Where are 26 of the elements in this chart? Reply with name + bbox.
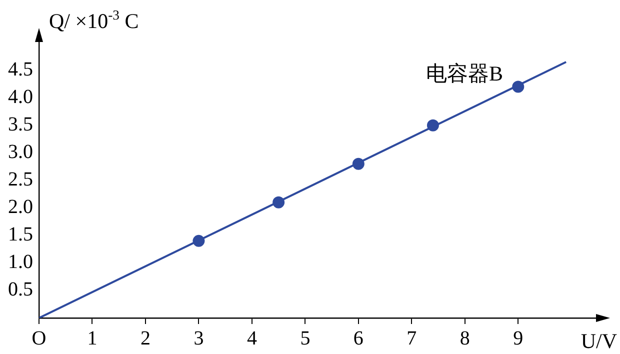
y-tick-label: 4.0 xyxy=(8,86,33,108)
x-tick-label: 2 xyxy=(140,327,150,350)
x-tick-label: 8 xyxy=(460,327,470,350)
point xyxy=(352,158,364,170)
x-tick-label: 6 xyxy=(353,327,364,350)
point xyxy=(272,196,285,208)
x-tick-label: 7 xyxy=(406,327,417,350)
point xyxy=(192,234,205,247)
point xyxy=(426,119,439,132)
y-tick-label: 3.5 xyxy=(8,114,33,136)
y-tick-label: 0.5 xyxy=(8,278,33,301)
y-tick-label: 1.5 xyxy=(8,224,33,246)
y-tick-label: 1.0 xyxy=(8,251,33,274)
annotation: 电容器B xyxy=(426,62,503,86)
x-tick-label: 1 xyxy=(87,327,98,350)
x-tick-label: 5 xyxy=(300,327,310,350)
y-tick-label: 4.5 xyxy=(8,58,33,81)
x-tick-label: 4 xyxy=(246,327,257,350)
y-tick-label: 3.0 xyxy=(8,141,33,164)
y-tick-label: 2.0 xyxy=(8,196,33,218)
x-tick-label: 9 xyxy=(513,327,524,350)
y-tick-label: 2.5 xyxy=(8,168,33,191)
x-tick-label: 3 xyxy=(194,327,204,350)
x-axis-title: U/V xyxy=(580,329,618,353)
point xyxy=(512,80,524,93)
x-tick-label: O xyxy=(32,327,46,350)
